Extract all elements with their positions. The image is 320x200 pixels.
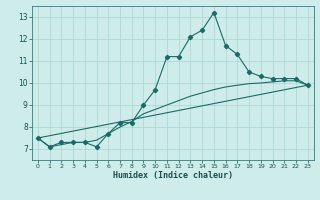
X-axis label: Humidex (Indice chaleur): Humidex (Indice chaleur) — [113, 171, 233, 180]
